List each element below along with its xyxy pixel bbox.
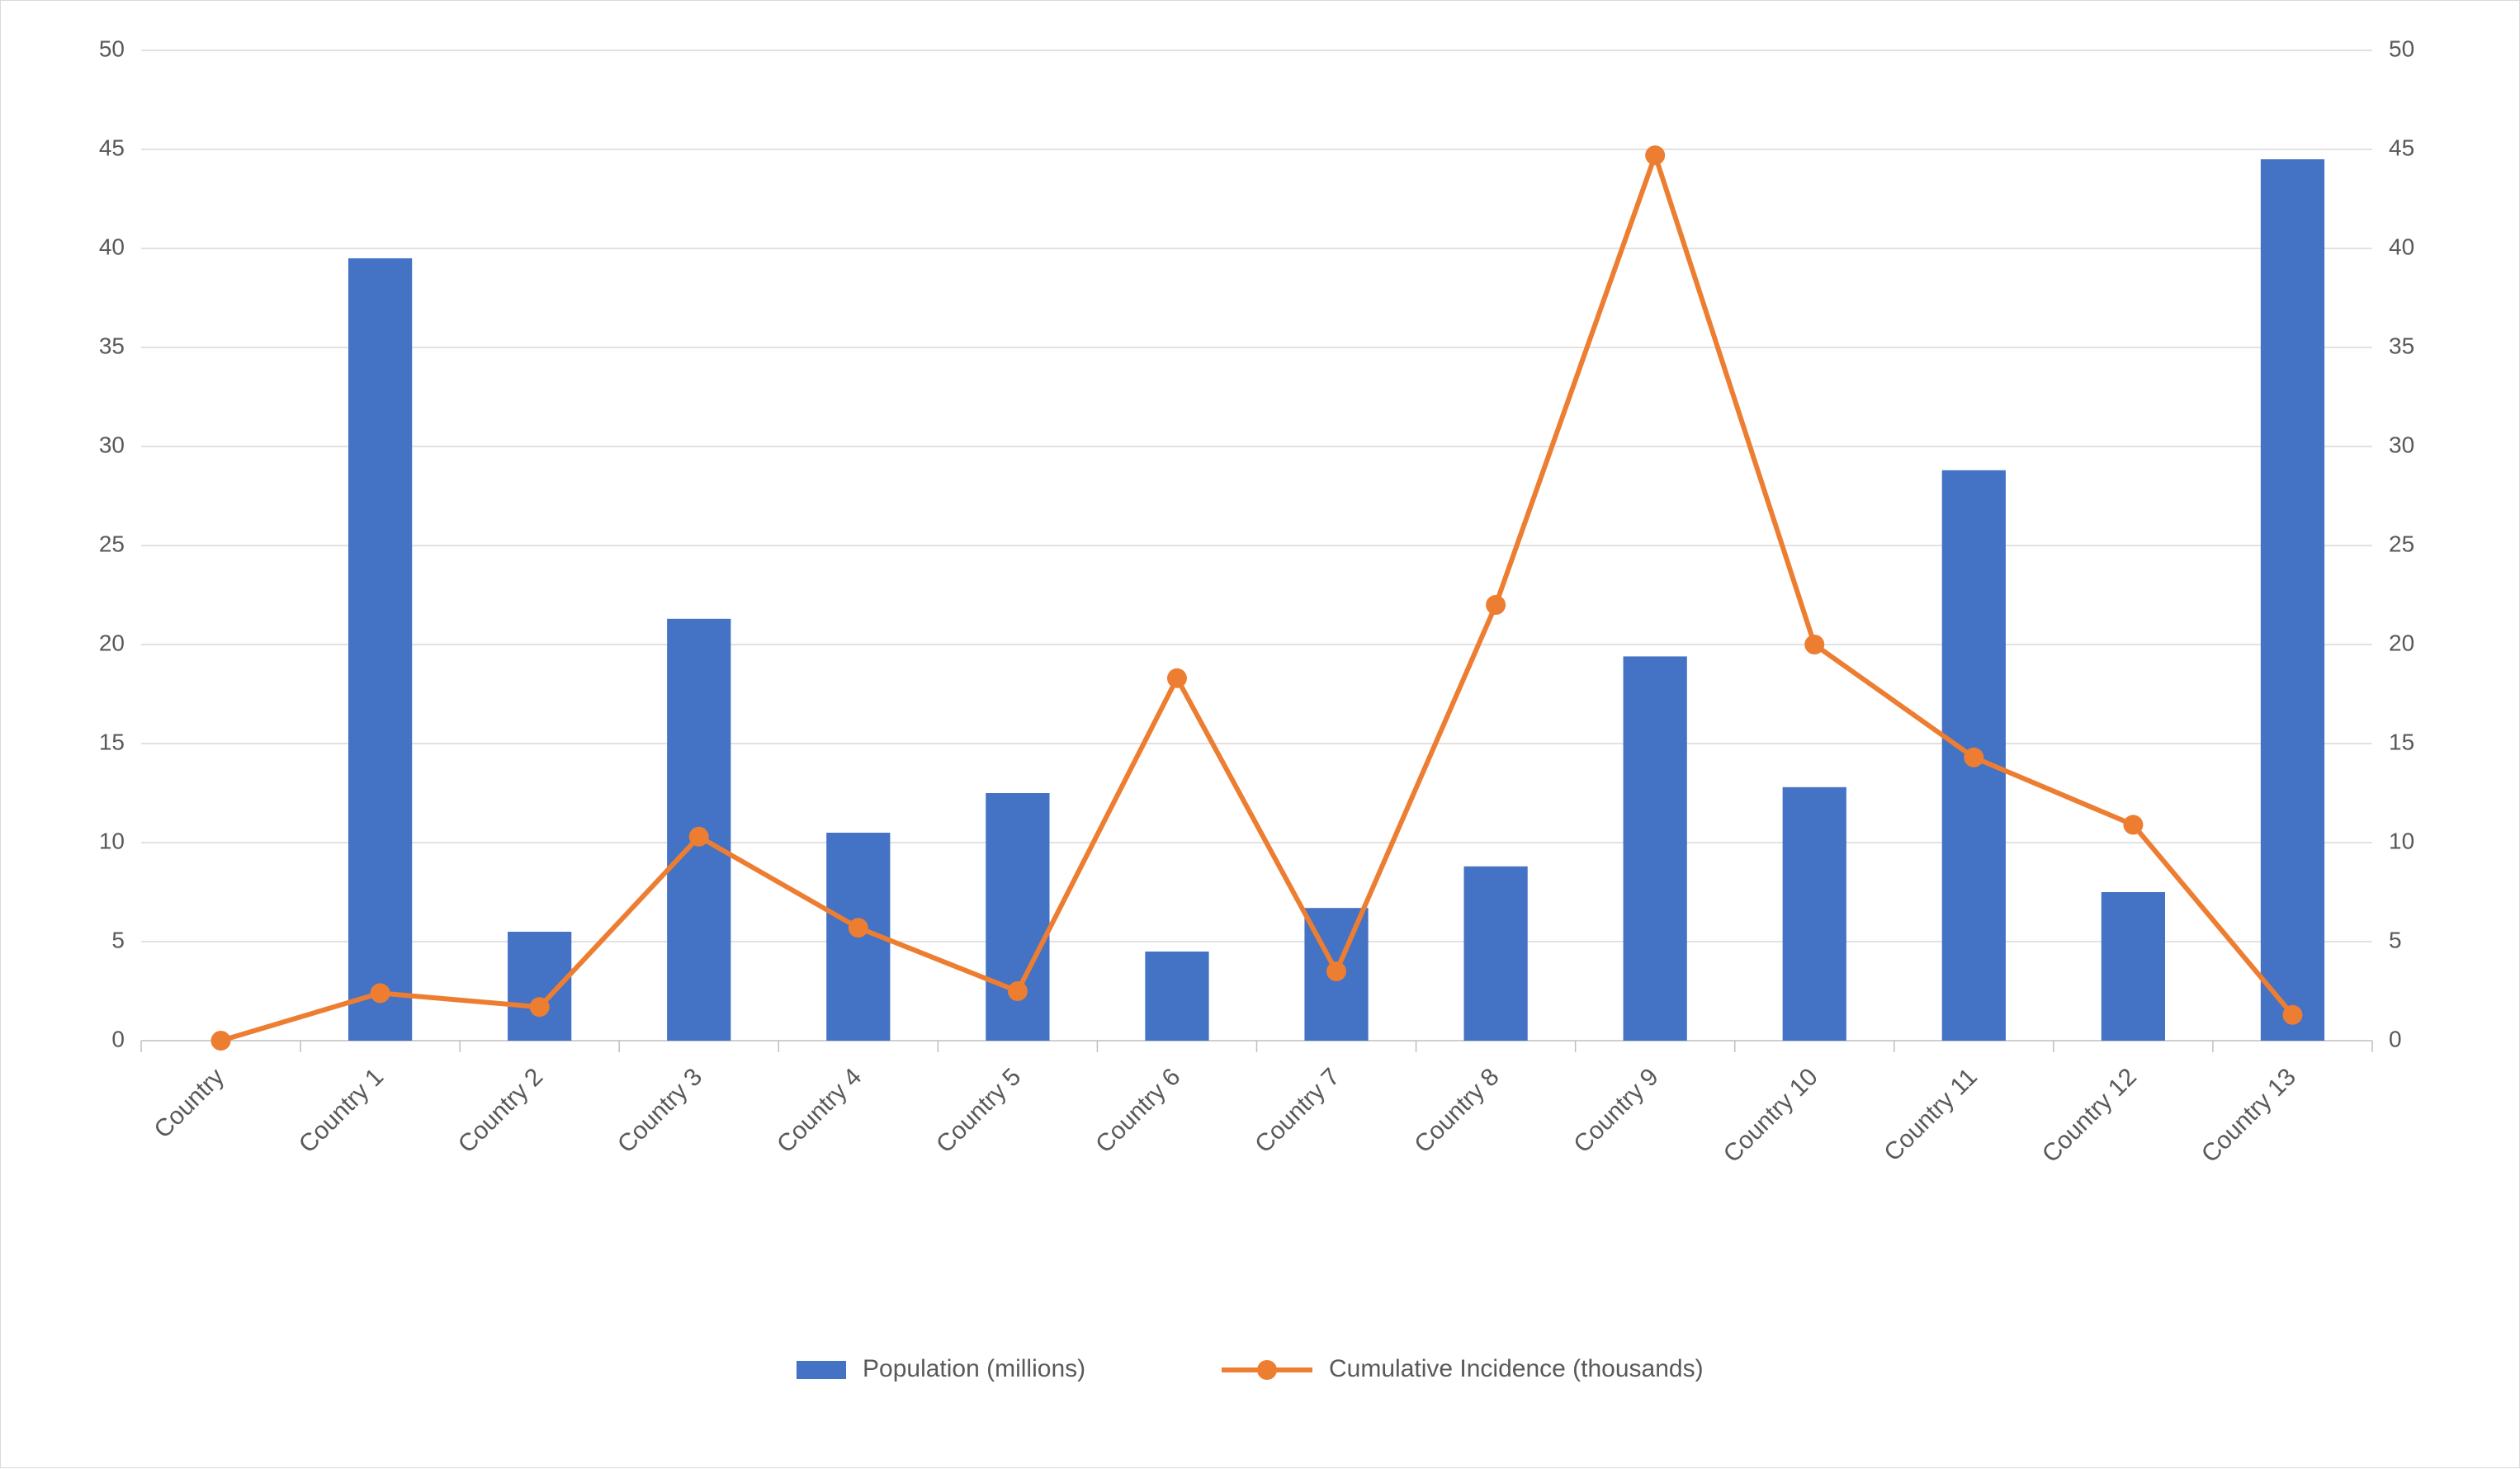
y-right-tick-label: 15 xyxy=(2389,729,2414,754)
y-right-tick-label: 35 xyxy=(2389,333,2414,358)
y-right-tick-label: 50 xyxy=(2389,35,2414,61)
category-label: Country 3 xyxy=(612,1063,707,1158)
line-marker xyxy=(1486,595,1506,615)
category-label: Country 7 xyxy=(1250,1063,1345,1158)
legend-label-bar: Population (millions) xyxy=(863,1355,1085,1382)
category-label: Country 6 xyxy=(1090,1063,1185,1158)
legend-swatch-line-marker xyxy=(1257,1360,1277,1380)
y-left-tick-label: 35 xyxy=(99,333,125,358)
y-left-tick-label: 45 xyxy=(99,135,125,160)
line-marker xyxy=(2123,815,2143,834)
y-left-tick-label: 15 xyxy=(99,729,125,754)
category-label: Country 1 xyxy=(294,1063,389,1158)
y-left-tick-label: 0 xyxy=(111,1026,125,1051)
line-marker xyxy=(2282,1005,2302,1025)
y-right-tick-label: 10 xyxy=(2389,828,2414,853)
y-left-tick-label: 20 xyxy=(99,630,125,655)
category-label: Country 2 xyxy=(453,1063,548,1158)
line-marker xyxy=(1964,748,1983,768)
line-marker xyxy=(1008,981,1028,1001)
category-label: Country 10 xyxy=(1719,1063,1823,1168)
bar xyxy=(348,258,412,1041)
category-label: Country 8 xyxy=(1409,1063,1504,1158)
y-left-tick-label: 50 xyxy=(99,35,125,61)
bar xyxy=(1783,787,1846,1041)
y-left-tick-label: 30 xyxy=(99,432,125,457)
line-marker xyxy=(1326,961,1346,981)
bar xyxy=(1624,656,1687,1041)
category-label: Country 5 xyxy=(931,1063,1026,1158)
bar xyxy=(986,793,1049,1041)
line-marker xyxy=(689,827,709,847)
y-right-tick-label: 25 xyxy=(2389,531,2414,556)
category-label: Country 13 xyxy=(2196,1063,2301,1168)
bar xyxy=(1145,952,1208,1041)
y-left-tick-label: 25 xyxy=(99,531,125,556)
category-label: Country xyxy=(149,1063,229,1144)
line-marker xyxy=(211,1031,231,1051)
y-right-tick-label: 0 xyxy=(2389,1026,2402,1051)
chart-container: 0 5 10 15 20 25 30 35 40 45 50 0 5 10 15 20 25 30 35 40 45 50… xyxy=(0,0,2520,1468)
bar xyxy=(2102,892,2165,1041)
category-label: Country 9 xyxy=(1568,1063,1663,1158)
y-left-tick-label: 5 xyxy=(111,927,125,952)
y-right-tick-label: 45 xyxy=(2389,135,2414,160)
legend-swatch-bar xyxy=(797,1361,846,1379)
y-left-tick-label: 10 xyxy=(99,828,125,853)
line-marker xyxy=(371,983,390,1003)
line-marker xyxy=(849,918,868,938)
category-label: Country 12 xyxy=(2037,1063,2142,1168)
y-right-tick-label: 40 xyxy=(2389,234,2414,259)
y-right-tick-label: 5 xyxy=(2389,927,2402,952)
category-label: Country 11 xyxy=(1879,1063,1983,1167)
y-right-tick-label: 30 xyxy=(2389,432,2414,457)
legend-label-line: Cumulative Incidence (thousands) xyxy=(1329,1355,1704,1382)
y-right-tick-label: 20 xyxy=(2389,630,2414,655)
bar xyxy=(1463,867,1527,1041)
y-left-tick-label: 40 xyxy=(99,234,125,259)
bar xyxy=(2261,159,2324,1041)
category-label: Country 4 xyxy=(772,1063,867,1158)
line-marker xyxy=(1645,145,1665,165)
line-marker xyxy=(530,997,550,1017)
line-marker xyxy=(1167,668,1187,688)
line-marker xyxy=(1804,635,1824,654)
